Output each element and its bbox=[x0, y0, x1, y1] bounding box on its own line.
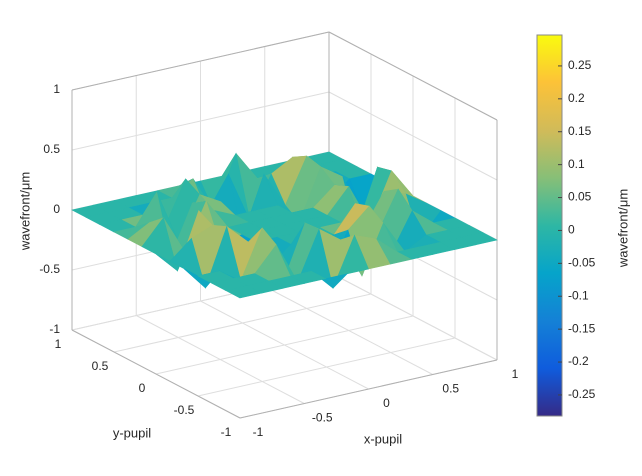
colorbar-tick-label: 0.1 bbox=[568, 157, 585, 171]
colorbar-tick-label: -0.25 bbox=[568, 387, 596, 401]
z-tick-label: -0.5 bbox=[39, 262, 60, 276]
x-tick-label: -0.5 bbox=[312, 411, 333, 425]
axis-edge bbox=[71, 329, 241, 419]
colorbar-tick-label: -0.15 bbox=[568, 321, 596, 335]
y-tick-label: 0.5 bbox=[92, 359, 109, 373]
grid-line bbox=[155, 315, 414, 375]
colorbar-label: wavefront/μm bbox=[615, 189, 630, 268]
surface-patch bbox=[225, 285, 263, 299]
grid-line bbox=[71, 91, 330, 151]
colorbar-tick-label: 0.2 bbox=[568, 91, 585, 105]
colorbar-fill bbox=[536, 34, 563, 417]
z-tick-label: 1 bbox=[53, 82, 60, 96]
colorbar-tick-label: -0.1 bbox=[568, 288, 589, 302]
x-axis-label: x-pupil bbox=[364, 431, 402, 446]
x-tick-label: 0.5 bbox=[442, 382, 459, 396]
y-tick-label: -0.5 bbox=[174, 403, 195, 417]
y-tick-label: 0 bbox=[139, 381, 146, 395]
colorbar-tick-label: 0.25 bbox=[568, 58, 592, 72]
colorbar-tick-label: -0.05 bbox=[568, 256, 596, 270]
colorbar-tick-label: -0.2 bbox=[568, 354, 589, 368]
x-tick-label: -1 bbox=[253, 425, 264, 439]
grid-line bbox=[328, 271, 498, 361]
y-axis-label: y-pupil bbox=[113, 425, 151, 440]
axis-edge bbox=[71, 31, 330, 91]
grid-line bbox=[197, 337, 456, 397]
z-tick-label: -1 bbox=[49, 322, 60, 336]
grid-line bbox=[328, 91, 498, 181]
y-tick-label: 1 bbox=[55, 337, 62, 351]
colorbar-tick-label: 0.05 bbox=[568, 190, 592, 204]
axis-edge bbox=[328, 31, 498, 121]
surface bbox=[71, 151, 498, 299]
axis-edge bbox=[239, 359, 498, 419]
colorbar-tick-label: 0.15 bbox=[568, 124, 592, 138]
z-tick-label: 0.5 bbox=[43, 142, 60, 156]
x-tick-label: 1 bbox=[512, 367, 519, 381]
grid-line bbox=[113, 293, 372, 353]
colorbar-tick-label: 0 bbox=[568, 223, 575, 237]
colorbar: -0.25 -0.2 -0.15 -0.1 -0.05 0 0.05 0.1 0.15 0.2 0.… bbox=[536, 34, 596, 417]
z-tick-label: 0 bbox=[53, 202, 60, 216]
y-tick-label: -1 bbox=[221, 425, 232, 439]
x-tick-label: 0 bbox=[383, 396, 390, 410]
z-axis-label: wavefront/μm bbox=[17, 172, 32, 251]
